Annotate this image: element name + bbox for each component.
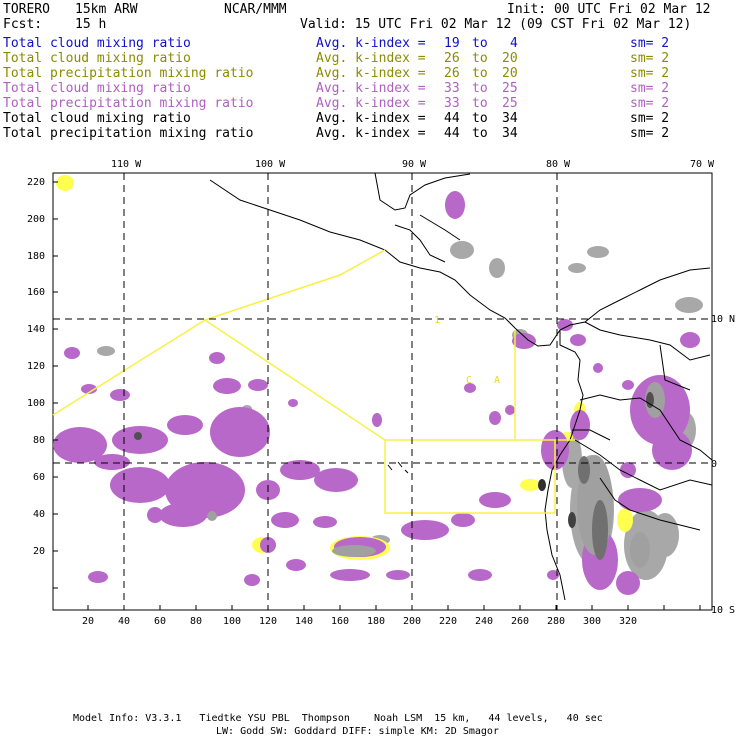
legend-k-to: 4 bbox=[510, 36, 518, 51]
legend-k-from: 26 bbox=[444, 51, 460, 66]
legend-sm: sm= 2 bbox=[630, 81, 670, 96]
x-tick-label: 120 bbox=[259, 616, 278, 627]
x-tick-label: 220 bbox=[439, 616, 458, 627]
legend-k-from: 33 bbox=[444, 81, 460, 96]
lat-lon-grid bbox=[53, 173, 712, 610]
legend-k-from: 44 bbox=[444, 126, 460, 141]
legend-k-from: 33 bbox=[444, 96, 460, 111]
coastlines bbox=[209, 172, 713, 601]
subregion-boundaries bbox=[52, 249, 575, 514]
legend-to: to bbox=[472, 51, 488, 66]
x-tick-label: 300 bbox=[583, 616, 602, 627]
x-tick-label: 240 bbox=[475, 616, 494, 627]
y-tick-label: 220 bbox=[27, 177, 46, 188]
legend-k-label: Avg. k-index = bbox=[316, 126, 426, 141]
lon-label: 110 W bbox=[111, 159, 142, 170]
legend-sm: sm= 2 bbox=[630, 126, 670, 141]
legend-field: Total cloud mixing ratio bbox=[3, 36, 191, 51]
organization: NCAR/MMM bbox=[224, 2, 287, 17]
x-tick-label: 180 bbox=[367, 616, 386, 627]
model-info: Model Info: V3.3.1 Tiedtke YSU PBL Thomp… bbox=[73, 713, 603, 724]
legend-field: Total precipitation mixing ratio bbox=[3, 96, 254, 111]
physics-info: LW: Godd SW: Goddard DIFF: simple KM: 2D… bbox=[216, 726, 499, 737]
legend-k-label: Avg. k-index = bbox=[316, 51, 426, 66]
init-time: Init: 00 UTC Fri 02 Mar 12 bbox=[507, 2, 711, 17]
legend-field: Total cloud mixing ratio bbox=[3, 51, 191, 66]
legend-k-label: Avg. k-index = bbox=[316, 81, 426, 96]
y-tick-label: 80 bbox=[33, 435, 46, 446]
y-tick-label: 180 bbox=[27, 251, 46, 262]
lat-label: 10 S bbox=[711, 605, 736, 616]
legend-k-to: 20 bbox=[502, 66, 518, 81]
x-tick-label: 40 bbox=[118, 616, 131, 627]
legend-sm: sm= 2 bbox=[630, 51, 670, 66]
subregion-label: 1 bbox=[434, 315, 441, 326]
legend-k-to: 34 bbox=[502, 111, 518, 126]
lon-label: 100 W bbox=[255, 159, 286, 170]
x-tick-label: 320 bbox=[619, 616, 638, 627]
legend-k-label: Avg. k-index = bbox=[316, 66, 426, 81]
legend-to: to bbox=[472, 66, 488, 81]
x-tick-label: 60 bbox=[154, 616, 167, 627]
legend-sm: sm= 2 bbox=[630, 66, 670, 81]
legend-k-to: 20 bbox=[502, 51, 518, 66]
y-tick-label: 120 bbox=[27, 361, 46, 372]
lon-label: 70 W bbox=[690, 159, 715, 170]
x-tick-label: 280 bbox=[547, 616, 566, 627]
x-tick-label: 20 bbox=[82, 616, 95, 627]
legend-k-to: 25 bbox=[502, 81, 518, 96]
model-resolution: 15km ARW bbox=[75, 2, 138, 17]
x-tick-label: 200 bbox=[403, 616, 422, 627]
legend-k-from: 19 bbox=[444, 36, 460, 51]
y-tick-label: 60 bbox=[33, 472, 46, 483]
valid-time: Valid: 15 UTC Fri 02 Mar 12 (09 CST Fri … bbox=[300, 17, 692, 32]
legend-field: Total precipitation mixing ratio bbox=[3, 126, 254, 141]
legend-field: Total precipitation mixing ratio bbox=[3, 66, 254, 81]
y-tick-label: 160 bbox=[27, 287, 46, 298]
x-tick-label: 80 bbox=[190, 616, 203, 627]
legend-k-label: Avg. k-index = bbox=[316, 36, 426, 51]
lon-label: 80 W bbox=[546, 159, 571, 170]
axis-ticks bbox=[53, 181, 701, 610]
legend-k-from: 26 bbox=[444, 66, 460, 81]
legend-field: Total cloud mixing ratio bbox=[3, 111, 191, 126]
legend-k-to: 34 bbox=[502, 126, 518, 141]
y-tick-label: 20 bbox=[33, 546, 46, 557]
x-tick-label: 160 bbox=[331, 616, 350, 627]
y-tick-label: 140 bbox=[27, 324, 46, 335]
legend-k-from: 44 bbox=[444, 111, 460, 126]
subregion-label: A bbox=[494, 375, 501, 386]
forecast-label: Fcst: bbox=[3, 17, 43, 32]
x-tick-label: 140 bbox=[295, 616, 314, 627]
y-tick-label: 40 bbox=[33, 509, 46, 520]
forecast-hour: 15 h bbox=[75, 17, 107, 32]
legend-to: to bbox=[472, 96, 488, 111]
legend-to: to bbox=[472, 126, 488, 141]
legend-to: to bbox=[472, 111, 488, 126]
lat-label: 0 bbox=[711, 459, 718, 470]
lon-label: 90 W bbox=[402, 159, 427, 170]
lat-label: 10 N bbox=[711, 314, 736, 325]
legend-field: Total cloud mixing ratio bbox=[3, 81, 191, 96]
legend-to: to bbox=[472, 36, 488, 51]
legend-to: to bbox=[472, 81, 488, 96]
subregion-label: C bbox=[466, 375, 473, 386]
legend-sm: sm= 2 bbox=[630, 96, 670, 111]
legend-k-to: 25 bbox=[502, 96, 518, 111]
legend-row: Total cloud mixing ratio bbox=[3, 36, 191, 51]
y-tick-label: 100 bbox=[27, 398, 46, 409]
x-tick-label: 260 bbox=[511, 616, 530, 627]
legend-k-label: Avg. k-index = bbox=[316, 111, 426, 126]
model-name: TORERO bbox=[3, 2, 50, 17]
y-tick-label: 200 bbox=[27, 214, 46, 225]
legend-sm: sm= 2 bbox=[630, 111, 670, 126]
x-tick-label: 100 bbox=[223, 616, 242, 627]
legend-k-label: Avg. k-index = bbox=[316, 96, 426, 111]
legend-sm: sm= 2 bbox=[630, 36, 670, 51]
